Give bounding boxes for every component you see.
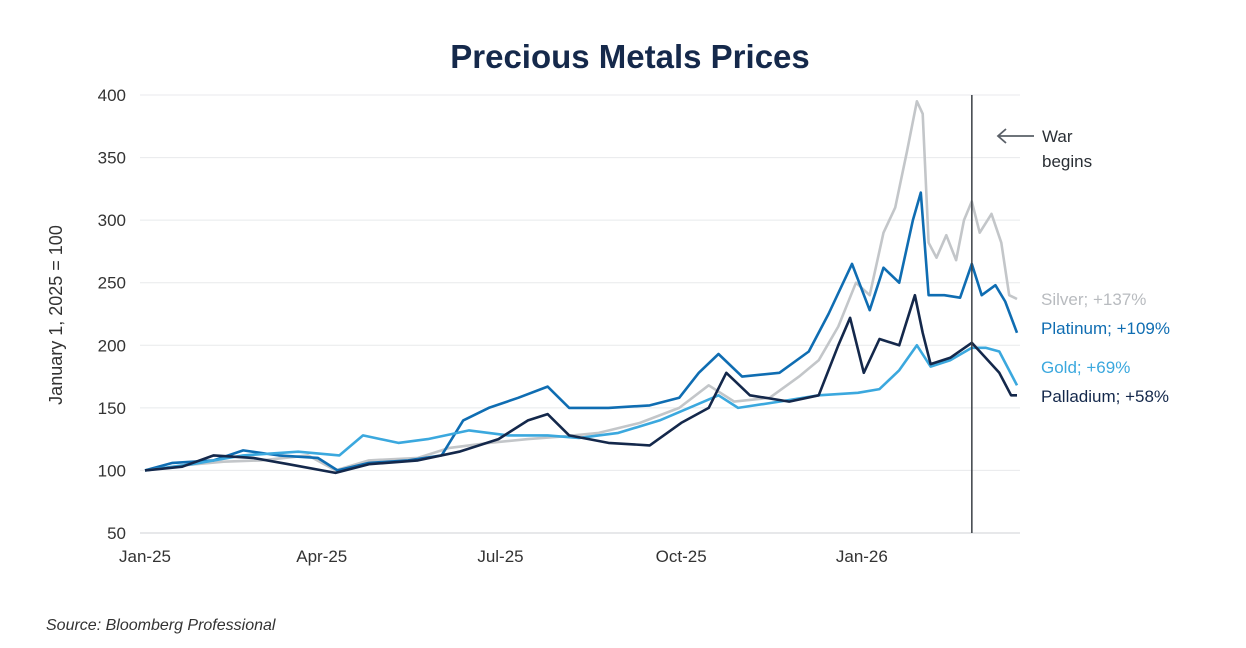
x-tick-label: Jan-25 [119, 547, 171, 566]
series-line-silver [144, 100, 1018, 472]
x-tick-label: Apr-25 [296, 547, 347, 566]
annotation-text-line2: begins [1042, 152, 1092, 171]
label-silver: Silver; +137% [1041, 290, 1146, 309]
y-tick-label: 300 [98, 211, 126, 230]
chart-title: Precious Metals Prices [450, 38, 810, 75]
y-tick-label: 250 [98, 274, 126, 293]
y-tick-label: 100 [98, 461, 126, 480]
annotation-text-line1: War [1042, 127, 1073, 146]
series-line-gold [144, 344, 1019, 472]
y-tick-label: 350 [98, 149, 126, 168]
x-tick-label: Jul-25 [477, 547, 523, 566]
label-platinum: Platinum; +109% [1041, 319, 1170, 338]
y-axis-ticks: 50 100 150 200 250 300 350 400 [98, 86, 126, 543]
gridlines [140, 94, 1020, 534]
x-axis-ticks: Jan-25 Apr-25 Jul-25 Oct-25 Jan-26 [119, 547, 888, 566]
label-gold: Gold; +69% [1041, 358, 1130, 377]
arrow-left-icon [996, 128, 1034, 144]
x-tick-label: Oct-25 [656, 547, 707, 566]
y-axis-label: January 1, 2025 = 100 [46, 225, 66, 405]
source-note: Source: Bloomberg Professional [46, 617, 276, 634]
war-annotation: War begins [996, 127, 1092, 171]
series-labels: Silver; +137% Platinum; +109% Gold; +69%… [1041, 290, 1170, 406]
y-tick-label: 400 [98, 86, 126, 105]
y-tick-label: 150 [98, 399, 126, 418]
y-tick-label: 200 [98, 336, 126, 355]
series-line-palladium [144, 293, 1017, 475]
label-palladium: Palladium; +58% [1041, 387, 1169, 406]
x-tick-label: Jan-26 [836, 547, 888, 566]
series-lines [144, 100, 1019, 475]
series-line-platinum [144, 191, 1019, 472]
y-tick-label: 50 [107, 524, 126, 543]
